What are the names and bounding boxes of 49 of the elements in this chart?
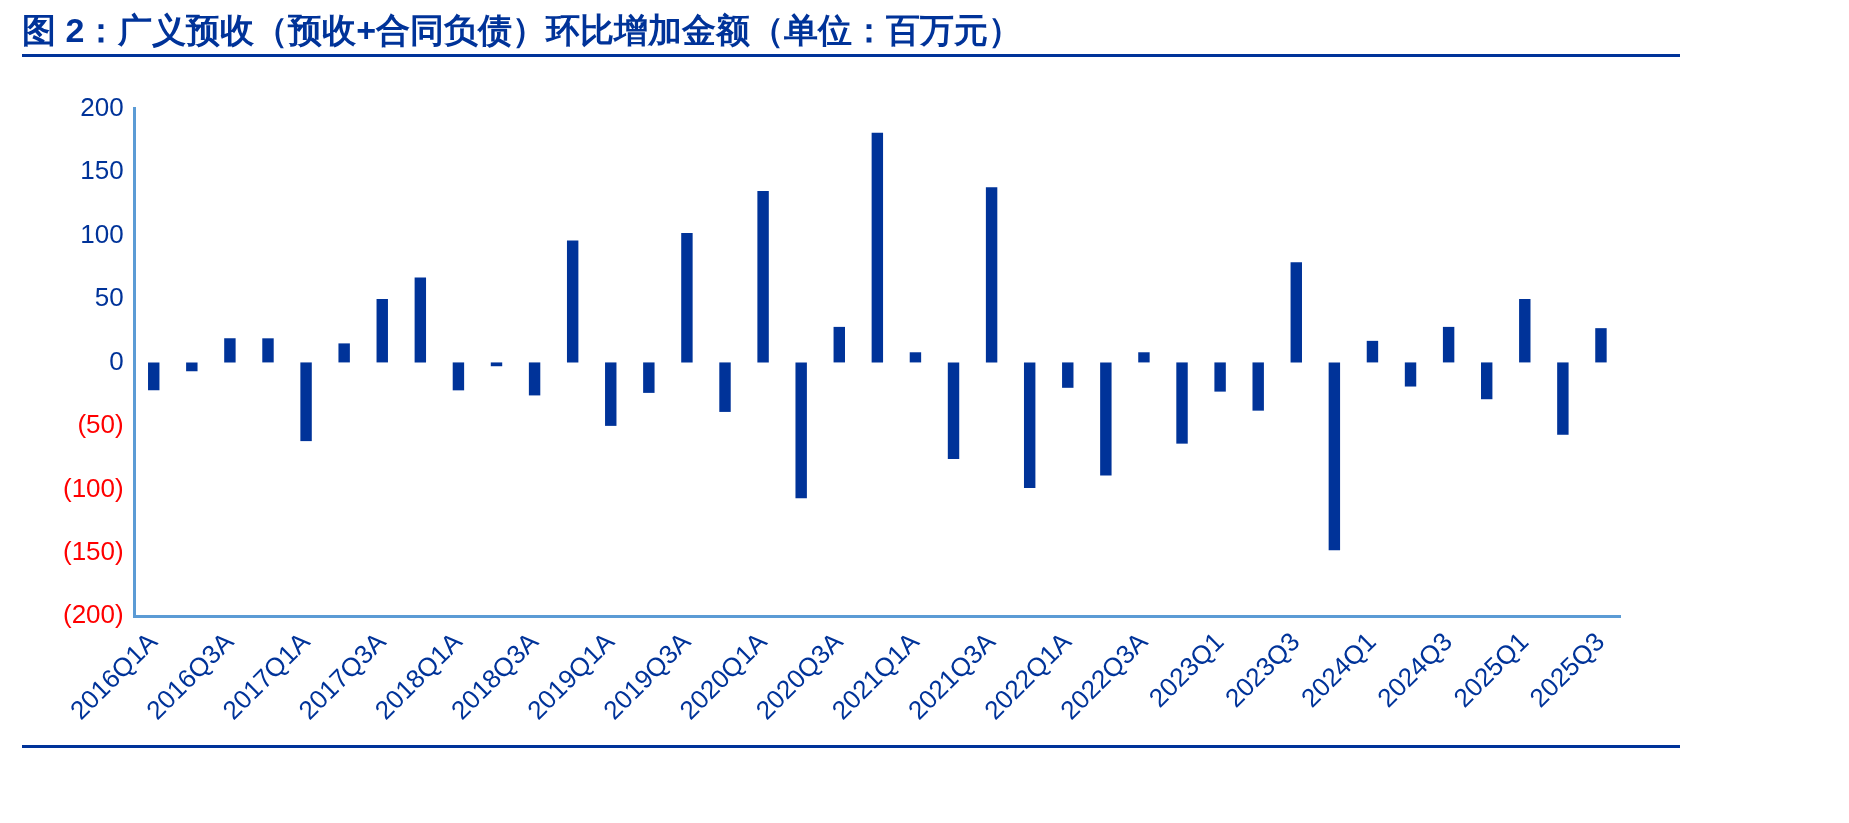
bar bbox=[376, 298, 388, 363]
bar bbox=[1328, 362, 1341, 551]
bar bbox=[795, 362, 807, 499]
bar bbox=[719, 362, 731, 412]
bar bbox=[909, 352, 922, 363]
bar bbox=[186, 362, 198, 372]
bar bbox=[414, 277, 427, 363]
bar bbox=[1442, 326, 1455, 363]
bar bbox=[1595, 328, 1607, 363]
bar bbox=[681, 232, 693, 363]
bar bbox=[1138, 352, 1150, 363]
bar bbox=[148, 362, 160, 391]
bar bbox=[1519, 298, 1531, 363]
chart-title: 图 2：广义预收（预收+合同负债）环比增加金额（单位：百万元） bbox=[22, 10, 1023, 51]
bar bbox=[300, 362, 312, 442]
bar bbox=[1214, 362, 1226, 392]
bar bbox=[1290, 262, 1302, 363]
bar bbox=[1366, 340, 1379, 363]
y-tick-label: (50) bbox=[77, 409, 124, 440]
bar bbox=[1404, 362, 1417, 387]
bar bbox=[605, 362, 617, 426]
y-tick-label: 100 bbox=[80, 218, 124, 249]
bar bbox=[490, 362, 503, 367]
bar bbox=[757, 191, 769, 363]
y-tick-label: 150 bbox=[80, 155, 124, 186]
bar bbox=[1480, 362, 1493, 400]
bar bbox=[1176, 362, 1188, 444]
bar bbox=[1557, 362, 1569, 435]
bar bbox=[1252, 362, 1264, 411]
bar bbox=[528, 362, 541, 396]
bar bbox=[833, 326, 845, 363]
y-tick-label: (200) bbox=[62, 599, 124, 630]
bar bbox=[566, 240, 579, 363]
bar bbox=[262, 338, 274, 363]
y-tick-label: 50 bbox=[94, 282, 124, 313]
bar bbox=[985, 187, 998, 363]
bar bbox=[643, 362, 655, 393]
bar bbox=[1023, 362, 1036, 489]
y-tick-label: 0 bbox=[109, 345, 124, 376]
y-tick-label: (150) bbox=[62, 535, 124, 566]
bar bbox=[947, 362, 960, 459]
bar bbox=[1062, 362, 1074, 388]
y-tick-label: (100) bbox=[62, 472, 124, 503]
bar bbox=[871, 132, 884, 363]
y-tick-label: 200 bbox=[80, 91, 124, 122]
bar bbox=[338, 343, 350, 363]
bar bbox=[224, 338, 236, 363]
bar bbox=[1100, 362, 1112, 476]
bar bbox=[452, 362, 465, 391]
